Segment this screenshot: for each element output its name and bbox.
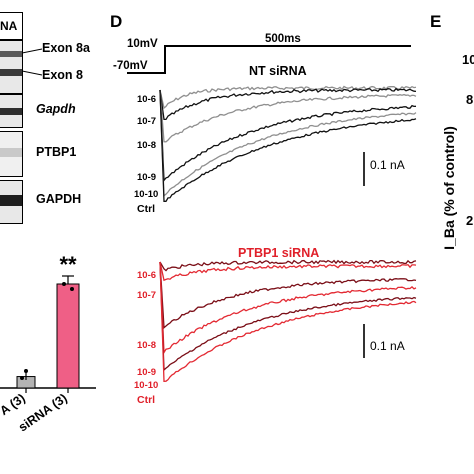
gapdh-protein-blot xyxy=(0,180,23,224)
ptbp-trace-1e-10 xyxy=(159,261,417,372)
label-ptbp1: PTBP1 xyxy=(36,145,77,159)
exon-bar-chart: ** A (3) siRNA (3) xyxy=(0,252,96,434)
label-gapdh-protein: GAPDH xyxy=(36,192,82,206)
nt-trace-1e-6 xyxy=(159,85,417,110)
ptbp-trace-1e-9 xyxy=(159,261,417,355)
band-gapdh-mrna xyxy=(0,108,22,115)
nt-trace-1e-7 xyxy=(159,87,417,121)
ptbp-label-ctrl: Ctrl xyxy=(137,394,156,406)
protocol-step-label: 10mV xyxy=(127,38,158,50)
ptbp-trace-1e-8 xyxy=(159,261,417,330)
nt-trace-ctrl xyxy=(159,89,417,202)
protocol-hold-label: -70mV xyxy=(113,60,148,72)
panel-e-ylabel: I_Ba (% of control) xyxy=(441,126,457,250)
band-ptbp1 xyxy=(0,148,22,157)
protocol-duration-label: 500ms xyxy=(265,33,301,45)
nt-label-1e-9: 10-9 xyxy=(137,172,157,183)
bar-point xyxy=(24,369,28,373)
ptbp-label-1e-6: 10-6 xyxy=(137,270,157,281)
nt-trace-1e-9 xyxy=(159,89,417,183)
bar-ptbp1-sirna xyxy=(56,283,80,389)
band-exon8a xyxy=(0,51,22,57)
band-gapdh-protein xyxy=(0,195,22,206)
nt-sirna-traces xyxy=(159,85,417,202)
bar-point xyxy=(62,282,66,286)
significance-stars: ** xyxy=(59,252,77,277)
nt-scale-bar xyxy=(363,152,365,186)
label-gapdh-mrna: Gapdh xyxy=(36,102,76,116)
ptbp1-sirna-title: PTBP1 siRNA xyxy=(238,246,320,260)
ptbp1-sirna-traces xyxy=(159,259,417,382)
ptbp-scale-label: 0.1 nA xyxy=(370,339,405,353)
blot-panel: NA Exon 8a Exon 8 Gapdh PTBP1 GAPDH xyxy=(0,0,110,240)
nt-label-1e-8: 10-8 xyxy=(137,140,157,151)
ptbp-trace-ctrl xyxy=(159,261,417,382)
ptbp-label-1e-9: 10-9 xyxy=(137,367,157,378)
label-exon8: Exon 8 xyxy=(42,68,83,82)
ptbp1-blot xyxy=(0,131,23,177)
panel-e-tick-2: 2 xyxy=(466,213,474,228)
band-pointer-lines xyxy=(22,48,43,76)
label-exon8a: Exon 8a xyxy=(42,41,90,55)
nt-label-1e-10: 10-10 xyxy=(134,189,159,200)
nt-label-ctrl: Ctrl xyxy=(137,203,156,215)
nt-scale-label: 0.1 nA xyxy=(370,158,405,172)
protocol-trace xyxy=(127,45,411,74)
panel-e-label: E xyxy=(430,12,442,31)
ptbp-trace-1e-7 xyxy=(159,261,417,282)
voltage-protocol xyxy=(127,45,411,74)
gapdh-mrna-blot xyxy=(0,94,23,128)
ptbp-label-1e-10: 10-10 xyxy=(134,380,159,391)
bar-point xyxy=(20,376,24,380)
ptbp-label-1e-8: 10-8 xyxy=(137,340,157,351)
bar-xlabel-nt: A (3) xyxy=(0,391,28,418)
panel-d-label: D xyxy=(110,12,123,31)
band-exon8 xyxy=(0,69,22,76)
nt-label-1e-6: 10-6 xyxy=(137,94,157,105)
bar-point xyxy=(70,287,74,291)
nt-trace-1e-10 xyxy=(159,89,417,197)
panel-e-tick-10: 10 xyxy=(462,52,474,67)
ptbp-trace-1e-6 xyxy=(159,259,417,272)
nt-trace-1e-8 xyxy=(159,89,417,143)
ptbp-label-1e-7: 10-7 xyxy=(137,290,157,301)
panel-e-tick-8: 8 xyxy=(466,92,474,107)
blot-header: NA xyxy=(0,12,23,40)
rt-pcr-blot xyxy=(0,40,23,94)
ptbp-scale-bar xyxy=(363,324,365,358)
nt-label-1e-7: 10-7 xyxy=(137,116,157,127)
nt-sirna-title: NT siRNA xyxy=(249,64,307,78)
